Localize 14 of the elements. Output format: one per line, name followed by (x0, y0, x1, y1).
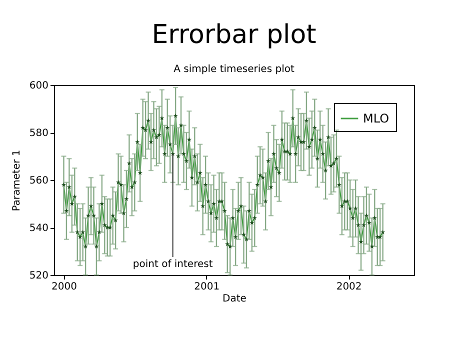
y-tick-label: 540 (29, 223, 48, 234)
chart-title: Errorbar plot (152, 20, 316, 50)
x-axis-title: Date (222, 294, 246, 304)
y-tick-label: 520 (29, 270, 48, 282)
y-tick-label: 560 (29, 176, 48, 186)
x-tick-label: 2001 (194, 282, 220, 292)
legend-label: MLO (363, 112, 390, 126)
annotation: point of interest (132, 259, 213, 270)
y-tick-label: 600 (29, 80, 48, 92)
y-tick-label: 580 (29, 128, 48, 139)
chart-subtitle: A simple timeseries plot (174, 64, 294, 75)
x-tick-label: 2002 (336, 282, 362, 292)
y-axis-title: Parameter 1 (11, 150, 22, 212)
x-tick-label: 2000 (52, 282, 77, 292)
